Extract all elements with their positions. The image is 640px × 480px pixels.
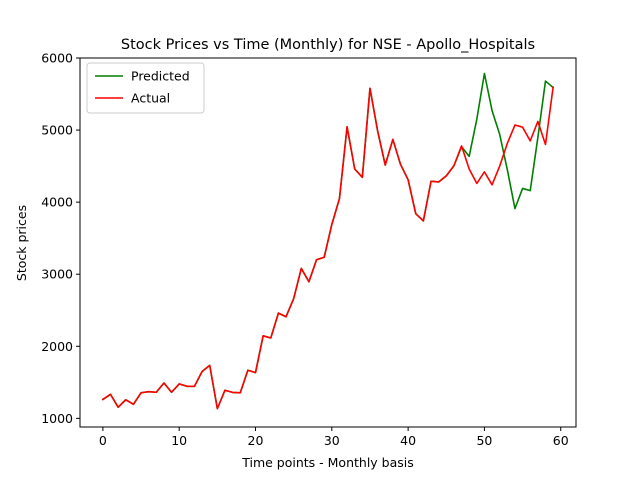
y-tick-label: 5000 (41, 123, 73, 138)
y-tick-label: 3000 (41, 267, 73, 282)
legend-label: Predicted (131, 69, 190, 84)
x-tick-label: 0 (99, 433, 107, 448)
y-tick-label: 4000 (41, 195, 73, 210)
x-tick-label: 40 (400, 433, 416, 448)
axes: 0 10 20 30 40 50 60 1000 2000 3000 4000 5000 6000 (41, 51, 577, 448)
x-tick-label: 10 (171, 433, 187, 448)
y-axis-label: Stock prices (14, 205, 29, 281)
axes-frame (79, 57, 577, 428)
x-tick-label: 60 (553, 433, 569, 448)
x-tick-label: 50 (476, 433, 492, 448)
plot-area (101, 72, 555, 410)
y-tick-label: 6000 (41, 51, 73, 66)
legend: Predicted Actual (86, 62, 205, 114)
x-axis-label: Time points - Monthly basis (241, 455, 414, 470)
series-line-actual (101, 86, 555, 410)
y-tick-label: 1000 (41, 411, 73, 426)
chart-title: Stock Prices vs Time (Monthly) for NSE -… (121, 37, 535, 53)
x-tick-label: 30 (324, 433, 340, 448)
y-tick-label: 2000 (41, 339, 73, 354)
x-tick-label: 20 (248, 433, 264, 448)
legend-label: Actual (131, 91, 170, 106)
